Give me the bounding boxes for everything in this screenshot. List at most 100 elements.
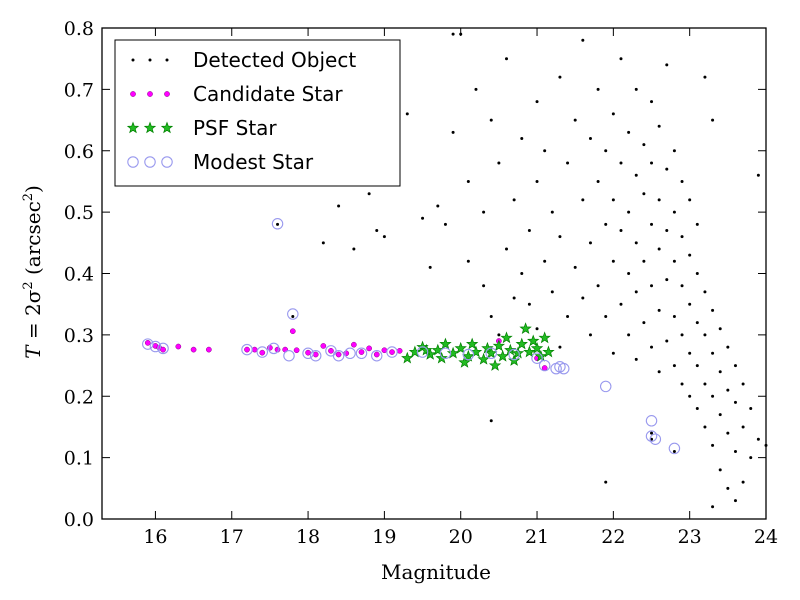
modest-point	[668, 442, 681, 455]
psf-point	[500, 331, 513, 344]
detected-point	[619, 161, 623, 165]
detected-point	[665, 339, 669, 343]
modest-point	[386, 346, 398, 358]
candidate-point	[396, 347, 403, 354]
candidate-point	[293, 347, 300, 354]
detected-point	[718, 468, 722, 472]
detected-point	[611, 259, 615, 263]
detected-point	[657, 124, 661, 128]
detected-point	[672, 259, 676, 263]
detected-point	[703, 382, 707, 386]
detected-point	[688, 253, 692, 257]
candidate-point	[244, 346, 250, 353]
modest-point	[462, 348, 475, 361]
detected-point	[428, 265, 432, 269]
candidate-point	[289, 328, 296, 335]
detected-point	[627, 333, 631, 337]
x-axis-label: Magnitude	[381, 560, 491, 584]
detected-point	[657, 198, 661, 202]
psf-point	[530, 341, 544, 354]
psf-point	[492, 339, 506, 352]
psf-point	[439, 337, 452, 350]
detected-point	[604, 314, 608, 318]
detected-point	[604, 222, 608, 226]
legend-marker-candidate	[130, 91, 136, 97]
detected-point	[543, 259, 547, 263]
detected-point	[321, 241, 325, 245]
modest-point	[309, 349, 322, 362]
detected-point	[703, 75, 707, 79]
modest-point	[355, 347, 368, 360]
detected-point	[665, 167, 669, 171]
detected-point	[741, 382, 745, 386]
detected-point	[634, 290, 638, 294]
modest-point	[332, 349, 345, 362]
candidate-point	[144, 340, 151, 346]
detected-point	[733, 499, 737, 503]
detected-point	[703, 333, 707, 337]
psf-point	[488, 359, 502, 371]
detected-point	[527, 302, 531, 306]
detected-point	[665, 229, 669, 233]
candidate-point	[541, 365, 548, 371]
legend-marker-detected	[148, 58, 152, 62]
detected-point	[596, 87, 600, 91]
detected-point	[466, 179, 470, 183]
psf-point	[527, 334, 540, 347]
detected-point	[581, 38, 585, 42]
detected-point	[665, 278, 669, 282]
y-tick-label: 0.1	[64, 448, 94, 470]
modest-point	[531, 352, 543, 364]
detected-point	[672, 314, 676, 318]
detected-point	[695, 407, 699, 411]
detected-point	[596, 284, 600, 288]
detected-point	[695, 272, 699, 275]
detected-point	[688, 351, 692, 355]
detected-point	[543, 149, 547, 153]
psf-point	[519, 322, 532, 335]
psf-point	[446, 346, 460, 359]
modest-point	[599, 380, 612, 393]
candidate-point	[373, 351, 380, 358]
candidate-point	[206, 346, 212, 353]
candidate-point	[305, 349, 311, 356]
detected-point	[497, 333, 501, 337]
detected-point	[535, 100, 539, 104]
detected-point	[733, 449, 737, 453]
detected-point	[650, 437, 654, 441]
psf-point	[408, 345, 422, 358]
detected-point	[421, 216, 425, 220]
detected-point	[711, 308, 715, 312]
detected-point	[535, 179, 539, 183]
candidate-point	[251, 346, 258, 353]
psf-point	[534, 349, 548, 362]
detected-point	[741, 425, 745, 429]
psf-point	[523, 345, 536, 358]
detected-point	[573, 265, 577, 269]
modest-point	[557, 362, 570, 375]
psf-point	[515, 337, 528, 350]
psf-point	[481, 341, 494, 354]
psf-point	[485, 346, 498, 359]
modest-point	[645, 415, 658, 427]
detected-point	[604, 480, 608, 484]
y-tick-label: 0.7	[64, 79, 94, 101]
detected-point	[558, 345, 562, 349]
detected-point	[482, 210, 486, 214]
legend-entry-detected: Detected Object	[131, 48, 356, 72]
modest-point	[271, 218, 284, 230]
detected-point	[581, 198, 585, 202]
detected-point	[627, 272, 631, 275]
detected-point	[443, 222, 447, 226]
detected-point	[588, 136, 592, 140]
candidate-point	[190, 346, 197, 353]
detected-point	[382, 235, 386, 239]
x-tick-label: 19	[372, 526, 396, 548]
legend-label: Modest Star	[193, 150, 314, 174]
detected-point	[573, 118, 577, 122]
axis-ticks: 16 17 18 19 20 21 22 23 24 0.0 0.1 0.2 0.3 0.4 0.5 0.6 0…	[64, 18, 778, 548]
detected-point	[718, 413, 722, 417]
detected-point	[466, 259, 470, 263]
detected-point	[451, 32, 455, 36]
